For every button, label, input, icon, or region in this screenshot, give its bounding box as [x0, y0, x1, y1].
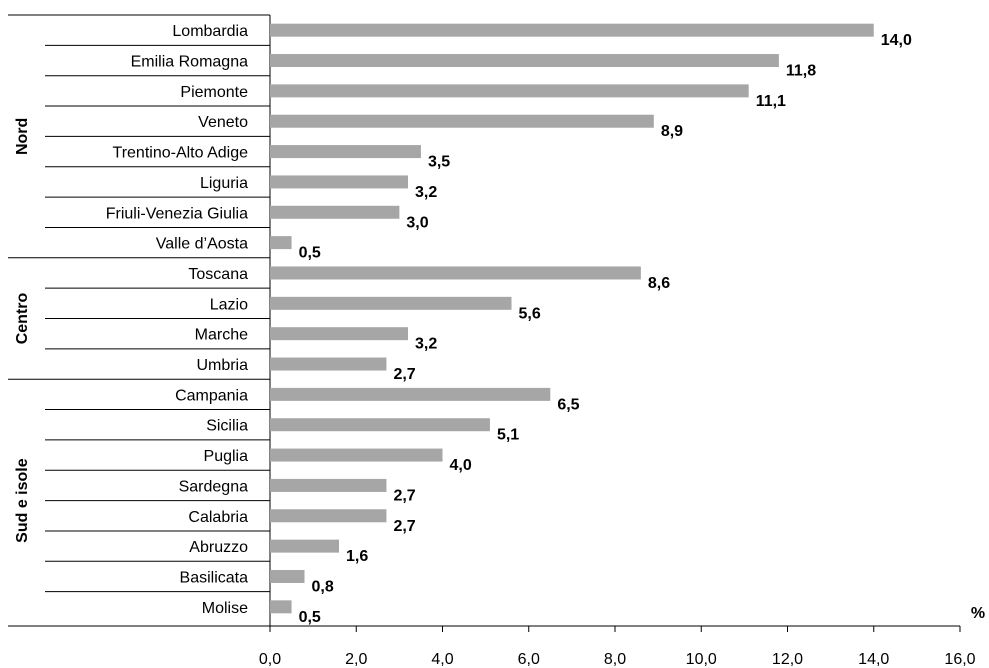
category-label: Trentino-Alto Adige [113, 145, 249, 162]
category-label: Marche [195, 327, 248, 344]
value-label: 6,5 [557, 396, 579, 413]
category-label: Piemonte [180, 84, 248, 101]
category-label: Toscana [188, 266, 248, 283]
x-axis-unit-label: % [971, 605, 985, 622]
category-label: Sicilia [206, 418, 248, 435]
value-label: 3,0 [406, 214, 428, 231]
value-label: 11,8 [786, 63, 816, 80]
bar [270, 175, 408, 189]
x-tick-label: 6,0 [518, 651, 540, 668]
category-label: Molise [202, 600, 248, 617]
category-label: Calabria [188, 509, 248, 526]
value-label: 1,6 [346, 548, 368, 565]
x-tick-label: 16,0 [944, 651, 975, 668]
value-label: 11,1 [756, 93, 786, 110]
bar [270, 509, 387, 523]
bar [270, 327, 408, 341]
category-label: Abruzzo [189, 539, 248, 556]
bar [270, 296, 512, 310]
bar [270, 236, 292, 250]
bar [270, 114, 654, 128]
category-label: Emilia Romagna [131, 54, 248, 71]
value-label: 3,5 [428, 154, 450, 171]
x-tick-label: 2,0 [345, 651, 367, 668]
value-label: 3,2 [415, 336, 437, 353]
bar [270, 205, 400, 219]
value-label: 2,7 [393, 366, 415, 383]
group-label: Nord [14, 118, 31, 155]
bar [270, 266, 641, 280]
x-tick-label: 10,0 [686, 651, 717, 668]
value-label: 8,9 [661, 123, 683, 140]
x-tick-label: 4,0 [431, 651, 453, 668]
value-label: 0,5 [299, 245, 321, 262]
category-label: Puglia [204, 448, 249, 465]
bar [270, 418, 490, 432]
category-label: Veneto [198, 114, 248, 131]
value-label: 5,1 [497, 427, 519, 444]
bar [270, 600, 292, 614]
bar [270, 387, 551, 401]
value-label: 4,0 [450, 457, 472, 474]
bar [270, 23, 874, 37]
value-label: 2,7 [393, 487, 415, 504]
value-label: 8,6 [648, 275, 670, 292]
value-label: 5,6 [519, 305, 541, 322]
value-label: 0,8 [312, 578, 334, 595]
category-label: Valle d’Aosta [156, 236, 248, 253]
bar [270, 448, 443, 462]
bar [270, 84, 749, 98]
group-label: Centro [14, 293, 31, 345]
x-tick-label: 12,0 [772, 651, 803, 668]
category-label: Liguria [200, 175, 248, 192]
category-label: Campania [175, 387, 248, 404]
group-label: Sud e isole [14, 458, 31, 543]
bar [270, 357, 387, 371]
x-tick-label: 0,0 [259, 651, 281, 668]
value-label: 2,7 [393, 518, 415, 535]
category-label: Lombardia [172, 23, 248, 40]
bar [270, 478, 387, 492]
value-label: 14,0 [881, 32, 912, 49]
bar [270, 539, 339, 553]
x-tick-label: 8,0 [604, 651, 626, 668]
bar [270, 569, 305, 583]
x-tick-label: 14,0 [858, 651, 889, 668]
bar [270, 54, 779, 68]
bar [270, 145, 421, 159]
value-label: 3,2 [415, 184, 437, 201]
category-label: Basilicata [180, 569, 249, 586]
value-label: 0,5 [299, 609, 321, 626]
category-label: Sardegna [179, 478, 248, 495]
category-label: Lazio [210, 296, 248, 313]
category-label: Friuli-Venezia Giulia [106, 205, 248, 222]
category-label: Umbria [196, 357, 248, 374]
